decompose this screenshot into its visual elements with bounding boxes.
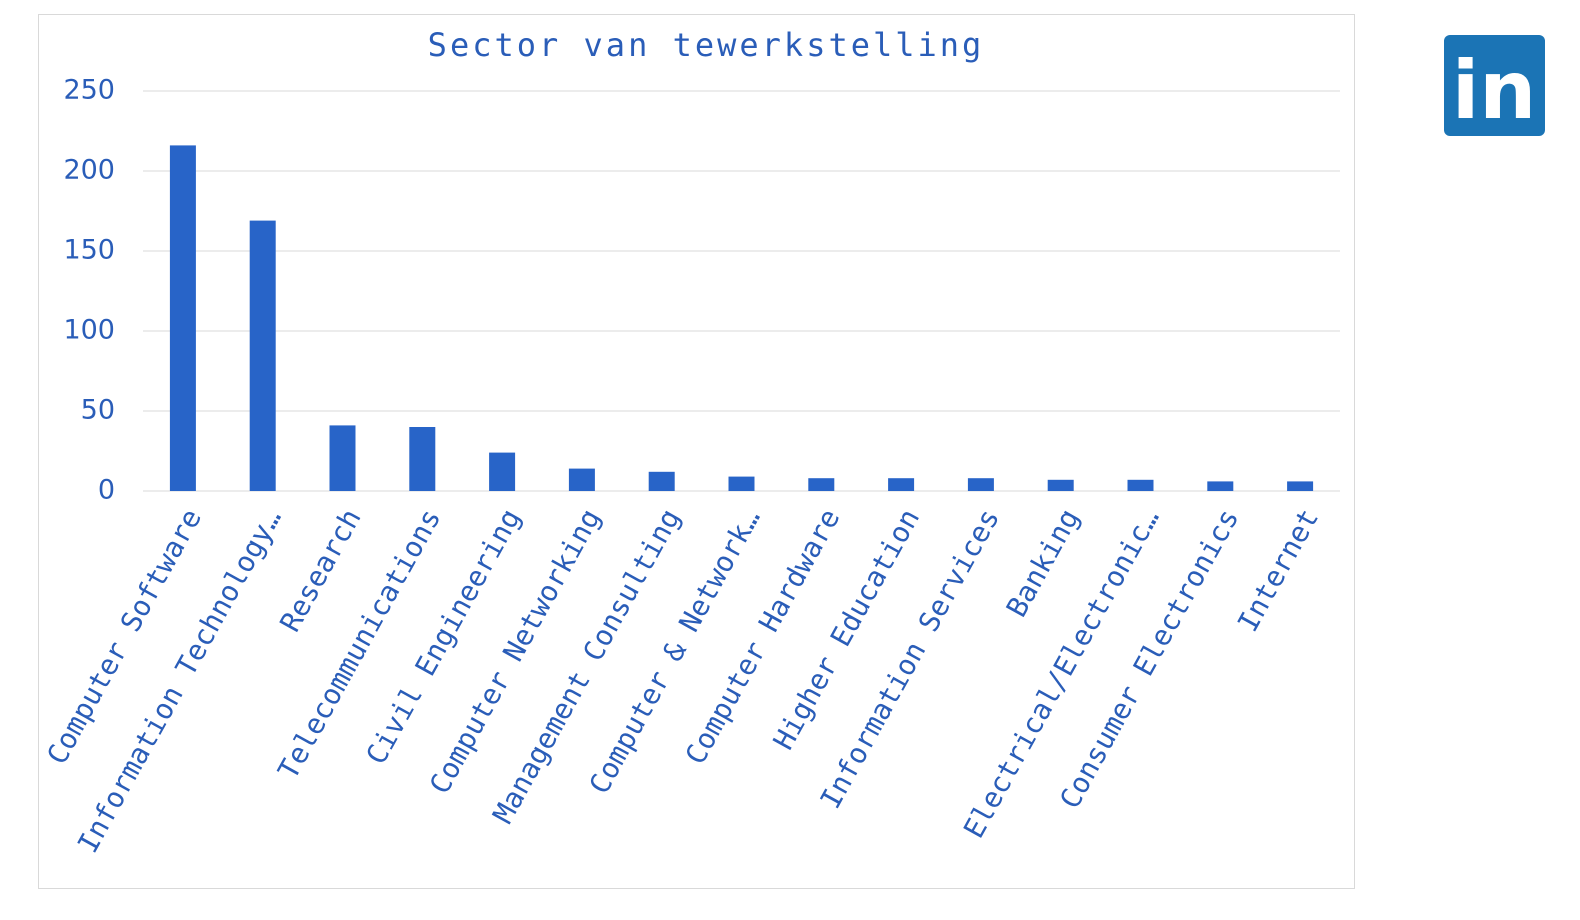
y-tick-label: 200 [63, 155, 115, 186]
x-tick-label: Civil Engineering [359, 503, 527, 770]
bar [169, 145, 196, 491]
chart-border [38, 14, 1355, 889]
bar [1047, 479, 1074, 491]
y-tick-label: 150 [63, 235, 115, 266]
y-tick-label: 100 [63, 315, 115, 346]
logo-text: in [1452, 44, 1536, 137]
bar [249, 220, 276, 491]
x-tick-label: Computer Software [40, 503, 208, 770]
bar [568, 468, 595, 491]
bar [409, 427, 436, 491]
bar [888, 478, 915, 491]
x-tick-label: Computer Hardware [679, 503, 847, 770]
y-tick-label: 250 [63, 75, 115, 106]
bar [808, 478, 835, 491]
bar [728, 476, 755, 491]
logo [1444, 35, 1545, 136]
bar [1127, 479, 1154, 491]
y-tick-label: 50 [81, 395, 115, 426]
bar [1207, 481, 1234, 491]
x-tick-label: Internet [1231, 503, 1325, 637]
x-tick-label: Higher Education [767, 503, 927, 755]
y-tick-label: 0 [98, 475, 115, 506]
bar [329, 425, 356, 491]
bar [1287, 481, 1314, 491]
x-tick-label: Research [273, 503, 367, 637]
bar [489, 452, 516, 491]
chart-title: Sector van tewerkstelling [428, 26, 985, 64]
x-tick-label: Banking [1000, 503, 1086, 622]
bar [967, 478, 994, 491]
bar [648, 471, 675, 491]
